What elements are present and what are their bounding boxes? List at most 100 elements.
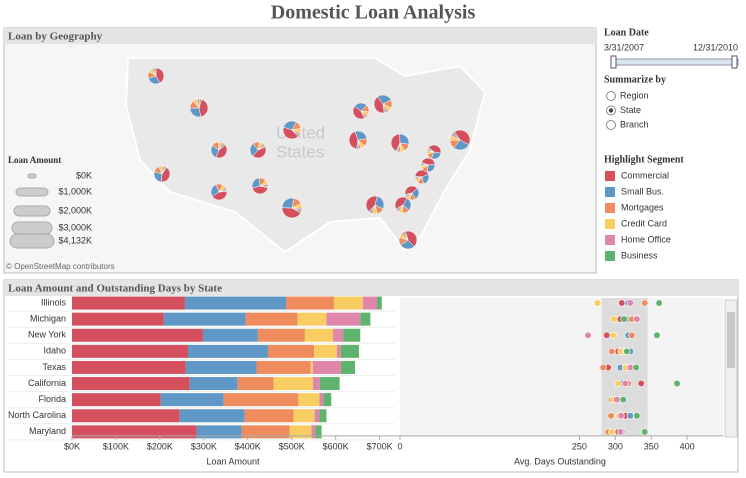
bar-segment [336,344,341,358]
dot [614,379,622,388]
bar-segment [310,360,313,374]
bottom-charts: Illinois Michigan New York Idaho Texas Califo… [8,296,723,466]
pie-wedge [395,142,401,152]
pie-wedge [395,204,404,211]
dot [621,379,629,388]
legend-swatch[interactable] [605,219,615,229]
dot [608,428,616,436]
dot [607,412,615,420]
legend-swatch[interactable] [605,187,615,197]
size-legend-title: Loan Amount [8,155,61,165]
x-tick-label: $300K [191,441,217,451]
bar-segment [340,344,359,358]
summarize-options: Region State Branch [606,90,649,130]
pie-wedge [352,105,365,120]
legend-label[interactable]: Mortgages [621,202,664,212]
map-attribution: © OpenStreetMap contributors [6,262,115,271]
pie-wedge [257,145,266,151]
legend-label[interactable]: Small Bus. [621,186,664,196]
x-tick-label: 350 [644,441,659,451]
radio-dot [608,108,614,113]
bar-segment [314,344,337,358]
pie-wedge [414,176,423,178]
bar-segment [323,393,332,407]
x-tick-label: $500K [279,441,305,451]
legend-label[interactable]: Commercial [621,170,669,180]
scrollbar-thumb[interactable] [727,312,735,368]
bar-segment [333,296,363,310]
dot [626,299,635,307]
legend-label[interactable]: Business [621,250,658,260]
bar-segment [202,328,258,342]
legend-title: Highlight Segment [604,154,684,165]
bar-segment [163,312,246,326]
pie-wedge [291,129,300,137]
pie-wedge [198,99,209,118]
bar-segment [297,312,327,326]
pie-wedge [365,195,378,212]
bar-segment [289,425,312,439]
map-pies [147,67,471,250]
bar-segment [343,328,361,342]
date-slider-track[interactable] [611,58,739,66]
pie-wedge [452,131,461,141]
map-place-label: States [276,142,324,161]
bar-segment [304,328,334,342]
x-tick-label: 300 [608,441,623,451]
bar-segment [160,393,224,407]
category-label: Michigan [30,314,66,324]
pie-wedge [403,231,409,241]
legend-swatch[interactable] [605,251,615,261]
dot [626,412,635,420]
date-slider-handle[interactable] [610,55,617,69]
bar-segment [319,377,340,391]
dot [618,299,626,307]
category-label: Idaho [43,346,66,356]
legend-swatch[interactable] [605,171,615,181]
bar-segment [241,425,290,439]
legend-swatch[interactable] [605,203,615,213]
bar-segment [273,377,313,391]
bar-segment [72,425,197,439]
pie-wedge [154,67,157,77]
radio-button[interactable] [606,91,616,101]
dashboard-title: Domestic Loan Analysis [271,2,476,24]
radio-label: Region [620,90,649,100]
bar-segment [376,296,382,310]
x-tick-label: 400 [680,441,695,451]
bar-segment [360,312,371,326]
bar-segment [189,377,238,391]
pie-wedge [427,147,435,153]
bar-segment [188,344,268,358]
legend-label[interactable]: Home Office [621,234,671,244]
radio-button[interactable] [606,120,616,130]
bar-segment [293,409,315,423]
pie-wedge [454,129,471,145]
pie-wedge [252,146,267,159]
legend-label[interactable]: Credit Card [621,218,667,228]
size-legend-label: $2,000K [58,205,92,215]
bar-segment [286,296,334,310]
size-legend-symbol [11,221,53,235]
pie-wedge [414,169,429,178]
bar-segment [298,393,320,407]
pie-wedge [215,144,228,159]
date-slider-handle[interactable] [731,55,738,69]
category-label: Texas [42,362,66,372]
x-tick-label: $100K [103,441,129,451]
pie-wedge [348,131,359,150]
bottom-title: Loan Amount and Outstanding Days by Stat… [8,283,222,295]
bar-segment [245,312,298,326]
dot-plot-background [400,298,723,436]
bar-segment [72,344,189,358]
bar-segment [257,328,305,342]
pie-wedge [420,162,429,166]
legend-swatch[interactable] [605,235,615,245]
segment-legend: Commercial Small Bus. Mortgages Credit Card… [605,170,671,261]
pie-wedge [218,143,226,151]
bar-segment [72,409,180,423]
category-label: Maryland [29,426,66,436]
dot [641,428,649,436]
dot [616,428,624,436]
dot [617,412,625,420]
